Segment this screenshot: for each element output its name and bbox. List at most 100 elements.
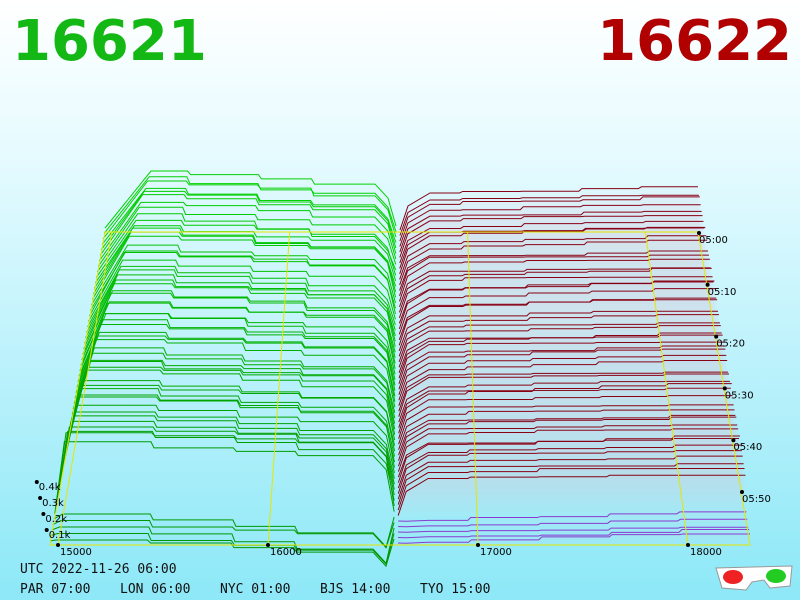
- time-tick-label: 05:40: [733, 442, 762, 453]
- price-tick-label: 15000: [60, 547, 92, 558]
- price-grid-line: [644, 231, 689, 546]
- ask-row: [398, 288, 716, 335]
- bid-row: [63, 394, 395, 465]
- bid-row: [70, 352, 396, 421]
- ask-row: [397, 444, 741, 489]
- row-shade: [399, 235, 707, 282]
- bid-row: [54, 441, 395, 514]
- ask-row: [398, 322, 720, 362]
- depth-tick-label: 0.3k: [42, 498, 64, 509]
- ask-row: [398, 371, 729, 412]
- ask-row: [397, 474, 746, 516]
- ask-row: [399, 250, 709, 291]
- ask-row: [398, 395, 733, 439]
- bid-row: [59, 415, 395, 487]
- ask-row: [398, 414, 736, 456]
- glasses-icon: [715, 565, 793, 591]
- bid-row: [55, 432, 395, 509]
- ask-row: [398, 341, 724, 384]
- ask-row: [397, 450, 742, 494]
- bid-row: [81, 292, 396, 360]
- time-tick-label: 05:20: [716, 339, 745, 350]
- bid-row: [83, 283, 396, 350]
- ask-row: [398, 276, 713, 319]
- bid-row: [90, 250, 396, 311]
- row-shade: [399, 342, 724, 386]
- ask-row: [398, 511, 747, 522]
- city-time: NYC 01:00: [220, 582, 290, 597]
- row-shade: [398, 425, 738, 469]
- bid-row: [100, 190, 397, 251]
- row-shade: [398, 450, 742, 496]
- ask-row: [397, 533, 750, 544]
- bid-row: [65, 380, 396, 448]
- ask-row: [398, 526, 749, 533]
- row-shade: [398, 372, 729, 414]
- row-shade: [398, 468, 745, 513]
- bid-row: [94, 225, 397, 284]
- row-shade: [399, 268, 712, 315]
- bid-row: [89, 252, 396, 317]
- bid-row: [73, 335, 396, 404]
- bid-row: [104, 170, 397, 229]
- bid-row: [88, 259, 396, 322]
- row-shade: [398, 519, 748, 529]
- bid-row: [66, 369, 396, 443]
- ask-row: [397, 455, 743, 500]
- ask-row: [399, 196, 700, 242]
- bid-row: [67, 366, 396, 437]
- ask-row: [399, 204, 701, 247]
- ask-row: [398, 310, 719, 351]
- bid-row: [68, 360, 396, 432]
- ask-row: [397, 435, 740, 483]
- bid-row: [91, 244, 396, 306]
- ask-row: [398, 297, 717, 340]
- bid-row: [61, 404, 395, 476]
- bid-row: [76, 319, 396, 388]
- row-shade: [399, 281, 715, 331]
- bid-row: [60, 411, 395, 481]
- ask-row: [397, 463, 744, 505]
- depth-tick-mark: [34, 480, 39, 484]
- bid-row: [101, 187, 397, 245]
- bid-row: [52, 520, 395, 549]
- ask-row: [397, 468, 745, 511]
- row-shade: [398, 475, 746, 518]
- bid-row: [87, 265, 396, 328]
- price-tick-label: 16000: [270, 547, 302, 558]
- depth-rows: [49, 170, 750, 568]
- price-grid-line: [57, 231, 113, 546]
- bid-row: [53, 513, 395, 548]
- ask-row: [398, 404, 734, 445]
- depth-tick-mark: [38, 496, 43, 500]
- ask-row: [399, 220, 704, 264]
- ask-row: [398, 383, 732, 434]
- row-shade: [398, 529, 750, 540]
- price-tick-label: 17000: [480, 547, 512, 558]
- ask-row: [399, 210, 702, 253]
- ask-row: [398, 416, 737, 461]
- time-tick-label: 05:00: [699, 235, 728, 246]
- bid-row: [84, 279, 396, 344]
- ask-row: [398, 325, 721, 368]
- bid-row: [74, 331, 396, 399]
- ask-row: [398, 354, 727, 401]
- row-shade: [398, 436, 740, 485]
- bid-row: [69, 359, 396, 426]
- row-shade: [398, 381, 730, 425]
- city-time: TYO 15:00: [420, 582, 490, 597]
- depth-tick-mark: [41, 512, 46, 516]
- ask-row: [398, 299, 718, 346]
- price-grid-line: [267, 231, 291, 546]
- depth-tick-label: 0.1k: [49, 530, 71, 541]
- ask-row: [398, 314, 719, 357]
- time-tick-mark: [740, 490, 744, 494]
- city-time: PAR 07:00: [20, 582, 90, 597]
- bid-row: [92, 235, 397, 300]
- depth-tick-mark: [44, 528, 49, 532]
- price-tick-mark: [686, 543, 690, 547]
- ask-row: [398, 348, 726, 395]
- ask-row: [398, 332, 722, 373]
- ask-row: [398, 281, 714, 324]
- bid-row: [79, 302, 396, 371]
